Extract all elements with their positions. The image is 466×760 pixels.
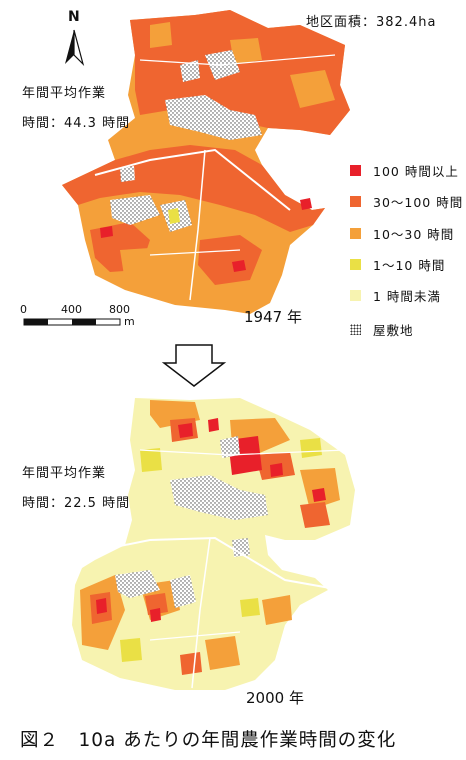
legend-label: 1 時間未満 <box>373 288 441 304</box>
scale-tick-0: 0 <box>20 303 27 316</box>
legend-item-residential: 屋敷地 <box>350 321 414 338</box>
year-2000: 2000 年 <box>246 689 304 707</box>
avg-time-2000: 時間：22.5 時間 <box>22 496 131 511</box>
legend-label: 30～100 時間 <box>373 194 464 210</box>
scale-bar <box>23 318 121 326</box>
legend-item-under-1: 1 時間未満 <box>350 287 441 304</box>
map-1947 <box>62 10 350 314</box>
scale-tick-400: 400 <box>61 303 82 316</box>
north-label: N <box>68 9 80 25</box>
down-arrow-icon <box>161 344 227 387</box>
north-arrow-icon <box>65 29 85 66</box>
legend-swatch <box>350 164 361 176</box>
scale-tick-800: 800 <box>109 303 130 316</box>
scale-unit: m <box>124 315 135 328</box>
legend-item-10-30: 10～30 時間 <box>350 225 455 242</box>
legend-swatch <box>350 195 361 207</box>
legend-label: 屋敷地 <box>373 322 414 338</box>
legend-item-30-100: 30～100 時間 <box>350 193 464 210</box>
dotted-pattern-icon <box>350 323 361 335</box>
legend-swatch <box>350 227 361 239</box>
legend-swatch <box>350 258 361 270</box>
legend-item-1-10: 1～10 時間 <box>350 256 446 273</box>
legend-label: 10～30 時間 <box>373 226 455 242</box>
avg-time-1947: 時間：44.3 時間 <box>22 116 131 131</box>
legend-swatch <box>350 289 361 301</box>
legend-item-100-plus: 100 時間以上 <box>350 162 459 179</box>
legend-label: 1～10 時間 <box>373 257 446 273</box>
legend-label: 100 時間以上 <box>373 163 459 179</box>
figure-caption: 図２ 10a あたりの年間農作業時間の変化 <box>20 730 397 751</box>
map-2000 <box>72 398 355 690</box>
avg-title-2000: 年間平均作業 <box>22 466 107 481</box>
area-label: 地区面積：382.4ha <box>306 15 437 30</box>
avg-title-1947: 年間平均作業 <box>22 86 107 101</box>
year-1947: 1947 年 <box>244 308 302 326</box>
